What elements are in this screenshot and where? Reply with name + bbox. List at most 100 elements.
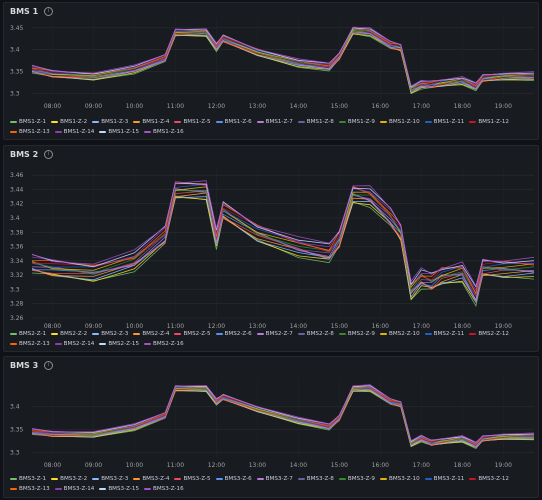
legend-item[interactable]: BMS2-Z-12 [469, 329, 509, 339]
legend-item[interactable]: BMS2-Z-1 [10, 329, 46, 339]
legend-item[interactable]: BMS2-Z-13 [10, 339, 50, 349]
y-tick-label: 3.26 [10, 315, 24, 322]
legend-swatch [10, 343, 17, 345]
legend-item[interactable]: BMS3-Z-2 [51, 474, 87, 484]
panel-title: BMS 1 [10, 7, 39, 16]
legend-label: BMS3-Z-12 [478, 476, 509, 482]
legend-item[interactable]: BMS2-Z-8 [297, 329, 334, 339]
legend-item[interactable]: BMS2-Z-2 [51, 329, 87, 339]
legend-item[interactable]: BMS3-Z-16 [144, 484, 184, 494]
legend-item[interactable]: BMS1-Z-16 [144, 127, 184, 137]
legend-item[interactable]: BMS2-Z-5 [174, 329, 211, 339]
legend-label: BMS2-Z-12 [478, 331, 509, 337]
series-line [31, 384, 535, 443]
legend-item[interactable]: BMS3-Z-15 [99, 484, 139, 494]
legend-item[interactable]: BMS1-Z-9 [338, 117, 375, 127]
legend-item[interactable]: BMS3-Z-3 [92, 474, 128, 484]
series-line [31, 181, 535, 295]
legend-item[interactable]: BMS1-Z-1 [10, 117, 46, 127]
legend-swatch [338, 333, 346, 335]
legend-label: BMS1-Z-10 [388, 119, 420, 125]
chart-bms1[interactable]: 3.45 3.4 3.35 3.3 08:00 09:00 10:00 11:00 12:00 1… [4, 3, 540, 115]
legend-item[interactable]: BMS3-Z-14 [54, 484, 94, 494]
x-tick-label: 11:00 [167, 103, 184, 110]
legend-item[interactable]: BMS1-Z-7 [256, 117, 293, 127]
x-tick-label: 16:00 [372, 103, 389, 110]
legend-item[interactable]: BMS3-Z-1 [10, 474, 46, 484]
info-icon[interactable]: i [44, 361, 54, 370]
x-tick-label: 17:00 [413, 323, 430, 329]
legend-item[interactable]: BMS3-Z-4 [133, 474, 169, 484]
legend-item[interactable]: BMS1-Z-13 [10, 127, 50, 137]
legend-label: BMS1-Z-12 [478, 119, 509, 125]
legend-item[interactable]: BMS2-Z-14 [54, 339, 94, 349]
legend-label: BMS1-Z-11 [433, 119, 465, 125]
legend-item[interactable]: BMS1-Z-4 [133, 117, 169, 127]
legend-item[interactable]: BMS3-Z-11 [424, 474, 464, 484]
legend-item[interactable]: BMS1-Z-12 [469, 117, 509, 127]
legend-item[interactable]: BMS2-Z-3 [92, 329, 128, 339]
legend-label: BMS2-Z-6 [224, 331, 252, 337]
legend-swatch [174, 121, 182, 123]
legend-item[interactable]: BMS2-Z-15 [99, 339, 139, 349]
legend-label: BMS1-Z-1 [19, 119, 47, 125]
legend-item[interactable]: BMS2-Z-10 [379, 329, 420, 339]
x-tick-label: 08:00 [44, 103, 61, 110]
legend-swatch [297, 121, 305, 123]
legend-item[interactable]: BMS1-Z-10 [379, 117, 420, 127]
legend-item[interactable]: BMS1-Z-8 [297, 117, 334, 127]
legend-item[interactable]: BMS2-Z-11 [424, 329, 465, 339]
chart-bms3[interactable]: 3.4 3.35 3.3 08:00 09:00 10:00 11:00 12:00 13:00… [4, 357, 540, 475]
legend-swatch [144, 488, 152, 490]
legend-item[interactable]: BMS1-Z-15 [99, 127, 139, 137]
legend-item[interactable]: BMS2-Z-6 [215, 329, 252, 339]
legend-item[interactable]: BMS2-Z-16 [144, 339, 184, 349]
panel-bms1: BMS 1 i 3.45 3.4 3.35 3.3 08:00 09:00 10:00 11:0… [3, 2, 539, 140]
x-tick-label: 16:00 [372, 462, 389, 469]
legend-swatch [99, 131, 107, 133]
legend-label: BMS2-Z-9 [347, 331, 375, 337]
legend-swatch [144, 343, 152, 345]
legend-item[interactable]: BMS1-Z-3 [92, 117, 128, 127]
y-tick-label: 3.36 [10, 244, 24, 251]
x-tick-label: 19:00 [495, 462, 512, 469]
legend-label: BMS3-Z-7 [265, 476, 293, 482]
info-icon[interactable]: i [44, 7, 54, 16]
legend-label: BMS1-Z-14 [63, 129, 95, 135]
legend-swatch [92, 121, 100, 123]
legend-item[interactable]: BMS2-Z-9 [338, 329, 375, 339]
legend-item[interactable]: BMS1-Z-2 [51, 117, 87, 127]
legend-label: BMS2-Z-8 [306, 331, 334, 337]
legend-swatch [297, 478, 305, 480]
legend-item[interactable]: BMS1-Z-5 [174, 117, 211, 127]
legend-swatch [379, 333, 387, 335]
x-tick-label: 10:00 [126, 103, 143, 110]
legend-swatch [92, 333, 100, 335]
legend-item[interactable]: BMS3-Z-12 [469, 474, 509, 484]
legend-item[interactable]: BMS1-Z-6 [215, 117, 252, 127]
legend-swatch [51, 333, 59, 335]
legend-swatch [133, 121, 141, 123]
legend-label: BMS1-Z-7 [265, 119, 293, 125]
legend-swatch [92, 478, 100, 480]
chart-bms2[interactable]: 3.46 3.44 3.42 3.4 3.38 3.36 3.34 3.32 3.3 3.28 3.… [4, 146, 540, 329]
legend-label: BMS1-Z-4 [142, 119, 170, 125]
legend-item[interactable]: BMS1-Z-14 [54, 127, 95, 137]
legend-item[interactable]: BMS3-Z-8 [297, 474, 334, 484]
legend-item[interactable]: BMS3-Z-7 [256, 474, 293, 484]
legend-item[interactable]: BMS2-Z-7 [256, 329, 293, 339]
legend-item[interactable]: BMS3-Z-6 [215, 474, 252, 484]
legend-label: BMS2-Z-4 [142, 331, 170, 337]
legend-swatch [54, 131, 62, 133]
legend-item[interactable]: BMS2-Z-4 [133, 329, 169, 339]
info-icon[interactable]: i [44, 150, 54, 159]
legend-item[interactable]: BMS3-Z-13 [10, 484, 50, 494]
x-tick-label: 12:00 [208, 462, 225, 469]
legend-item[interactable]: BMS3-Z-5 [174, 474, 211, 484]
legend-item[interactable]: BMS1-Z-11 [424, 117, 465, 127]
legend-label: BMS1-Z-3 [101, 119, 129, 125]
legend-item[interactable]: BMS3-Z-9 [338, 474, 375, 484]
legend-label: BMS2-Z-11 [433, 331, 465, 337]
legend-item[interactable]: BMS3-Z-10 [379, 474, 420, 484]
legend-swatch [174, 478, 182, 480]
